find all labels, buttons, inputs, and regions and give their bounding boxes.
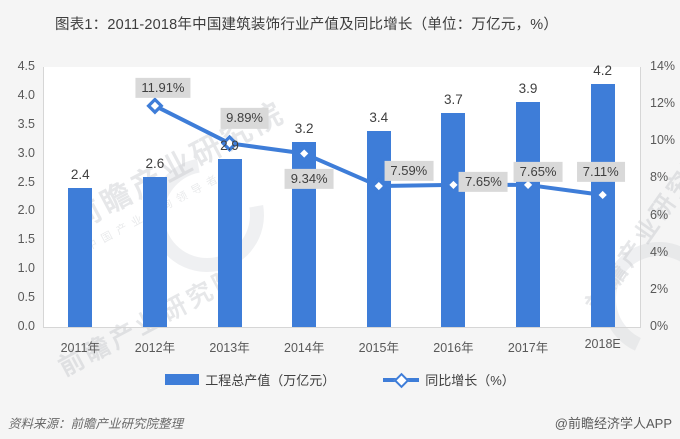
bar: [68, 188, 93, 327]
x-axis-line: [43, 327, 641, 328]
y-axis-tick-right: 4%: [650, 244, 669, 259]
data-source-note: 资料来源：前瞻产业研究院整理: [8, 417, 184, 431]
growth-value-label: 7.11%: [576, 161, 625, 183]
growth-value-label: 9.89%: [220, 108, 269, 129]
legend: 工程总产值（万亿元） 同比增长（%）: [0, 370, 680, 389]
y-axis-tick-left: 1.0: [17, 261, 35, 276]
line-series-swatch: [383, 372, 420, 389]
y-axis-tick-right: 0%: [650, 319, 669, 333]
y-axis-tick-left: 3.0: [17, 145, 35, 160]
legend-label-output-value: 工程总产值（万亿元）: [205, 373, 336, 388]
y-axis-tick-left: 4.5: [17, 59, 35, 73]
bar-value-label: 3.9: [518, 80, 538, 96]
bar-value-label: 2.4: [70, 167, 90, 183]
bar-value-label: 2.9: [220, 138, 239, 154]
y-axis-tick-left: 0.5: [17, 290, 35, 305]
bar: [441, 113, 466, 327]
x-axis-label: 2015年: [358, 341, 399, 355]
bar-value-label: 3.4: [369, 109, 389, 125]
y-axis-tick-left: 3.5: [17, 116, 35, 131]
diamond-marker-icon: [393, 372, 410, 389]
growth-value-label: 7.65%: [513, 161, 563, 183]
y-axis-tick-right: 8%: [650, 170, 669, 185]
y-axis-tick-left: 1.5: [17, 232, 35, 247]
y-axis-tick-left: 4.0: [17, 87, 35, 102]
legend-label-growth: 同比增长（%）: [425, 373, 515, 388]
y-axis-tick-left: 2.0: [17, 203, 35, 218]
growth-value-label: 11.91%: [135, 77, 191, 98]
growth-value-label: 7.65%: [459, 171, 508, 193]
y-axis-tick-right: 12%: [650, 96, 676, 111]
y-axis-right-line: [640, 67, 641, 327]
bar-series-swatch: [165, 374, 200, 385]
legend-item-growth: 同比增长（%）: [383, 370, 515, 389]
x-axis-label: 2018E: [584, 337, 621, 351]
bar-value-label: 3.7: [444, 92, 463, 108]
x-axis-label: 2011年: [60, 341, 100, 355]
x-axis-label: 2012年: [134, 341, 176, 355]
chart-title: 图表1：2011-2018年中国建筑装饰行业产值及同比增长（单位：万亿元，%）: [55, 17, 559, 33]
y-axis-tick-right: 14%: [650, 59, 676, 73]
plot-area: [43, 67, 640, 327]
bar: [217, 159, 242, 327]
bar: [142, 176, 167, 327]
growth-value-label: 9.34%: [284, 168, 334, 189]
y-axis-tick-left: 0.0: [17, 319, 35, 333]
y-axis-tick-right: 2%: [650, 281, 669, 296]
y-axis-tick-right: 10%: [650, 133, 676, 148]
bar-value-label: 2.6: [145, 155, 165, 171]
x-axis-label: 2013年: [209, 341, 250, 355]
bar: [590, 84, 615, 327]
bar: [516, 101, 541, 327]
bar-value-label: 3.2: [294, 121, 314, 137]
bar-value-label: 4.2: [593, 63, 613, 79]
x-axis-label: 2014年: [284, 341, 325, 355]
growth-value-label: 7.59%: [384, 160, 434, 182]
y-axis-left-line: [43, 67, 44, 327]
brand-note: @前瞻经济学人APP: [554, 416, 672, 431]
legend-item-output-value: 工程总产值（万亿元）: [165, 370, 335, 389]
x-axis-label: 2017年: [507, 341, 549, 355]
y-axis-tick-right: 6%: [650, 207, 669, 222]
y-axis-tick-left: 2.5: [17, 174, 35, 189]
x-axis-label: 2016年: [433, 341, 474, 355]
